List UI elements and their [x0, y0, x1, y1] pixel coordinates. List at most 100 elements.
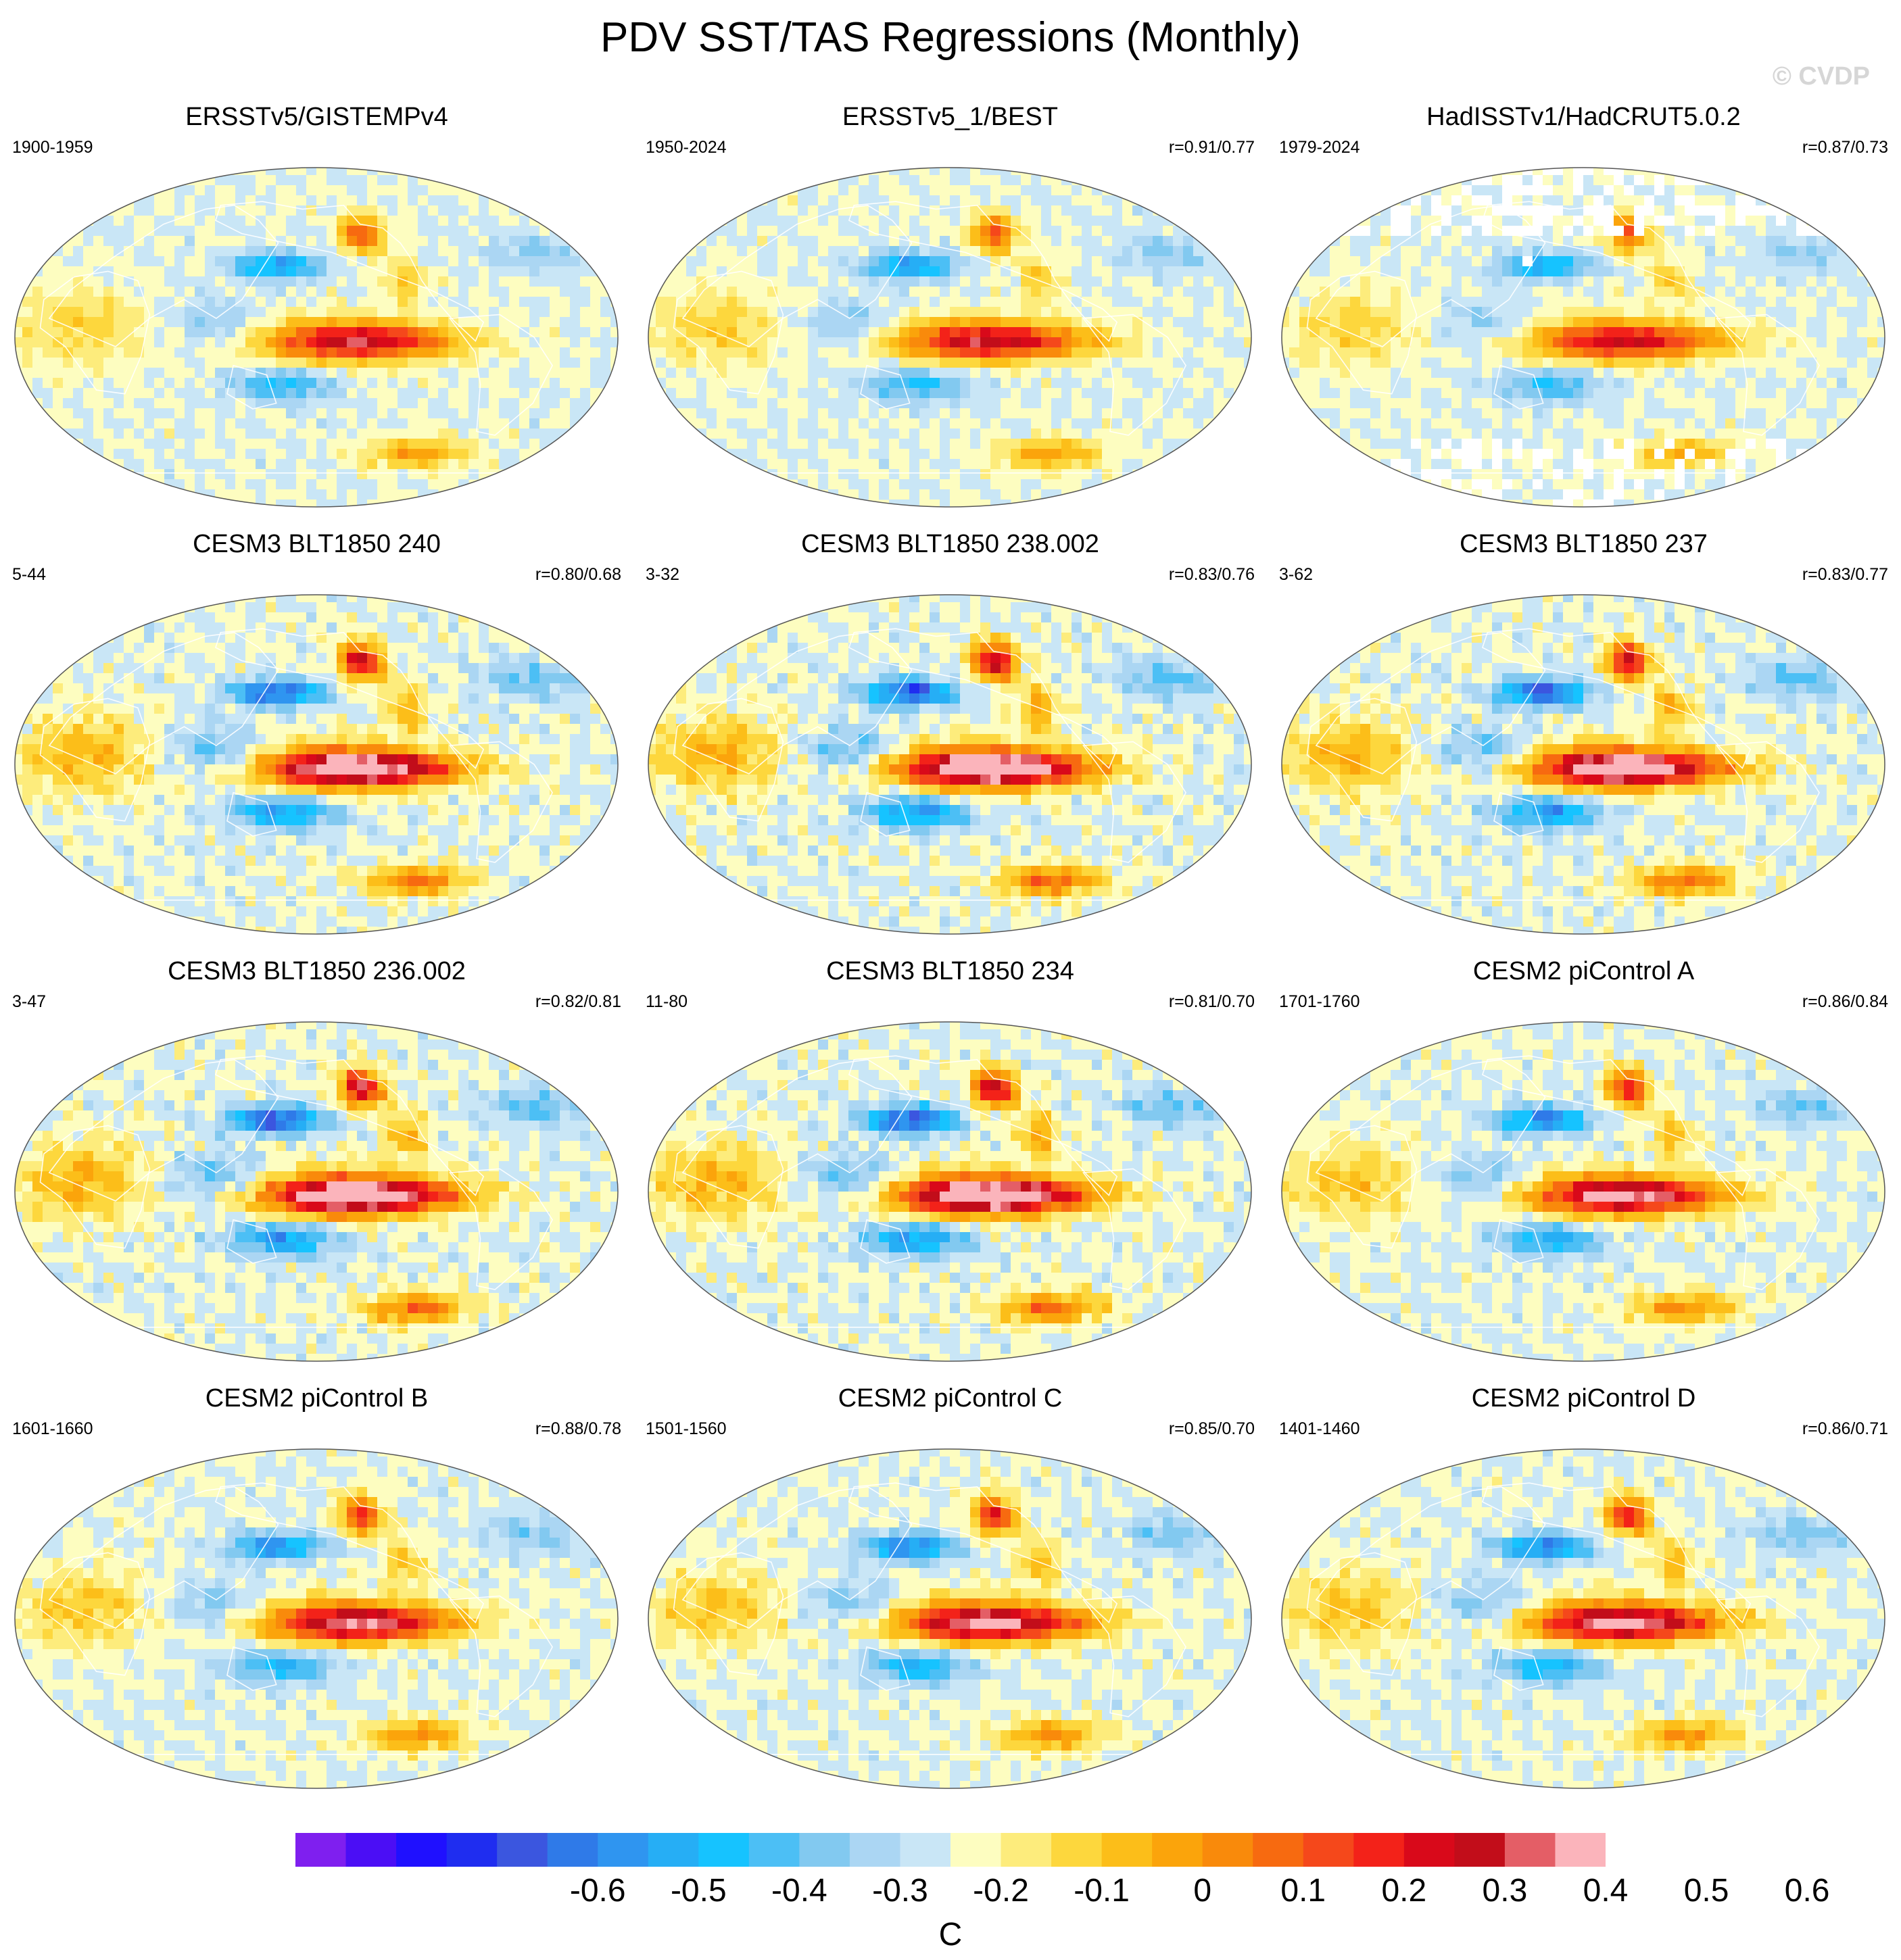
map-border	[14, 1448, 619, 1789]
regression-field	[15, 1022, 618, 1361]
panel-title: CESM3 BLT1850 237	[1460, 530, 1708, 558]
colorbar-swatch	[1001, 1833, 1052, 1867]
coastline	[1493, 791, 1544, 837]
map-panel: CESM2 piControl B 1601-1660 r=0.88/0.78	[0, 1384, 633, 1811]
colorbar-tick-label: 0.3	[1482, 1873, 1528, 1909]
coastline	[1715, 1168, 1821, 1290]
coastline	[1315, 1058, 1546, 1202]
panel-correlation: r=0.83/0.77	[1802, 565, 1888, 584]
panel-correlation: r=0.82/0.81	[535, 992, 621, 1011]
colorbar-swatch	[849, 1833, 901, 1867]
panel-title: CESM2 piControl A	[1472, 957, 1695, 985]
coastline	[681, 204, 913, 347]
cvdp-watermark: © CVDP	[1772, 62, 1870, 91]
coastline	[214, 1055, 485, 1196]
colorbar-swatch	[396, 1833, 448, 1867]
panel-correlation: r=0.86/0.71	[1802, 1419, 1888, 1438]
colorbar-swatch	[1051, 1833, 1103, 1867]
coastline	[673, 697, 784, 822]
coastline	[848, 201, 1118, 342]
panel-correlation: r=0.87/0.73	[1802, 138, 1888, 157]
colorbar-swatch	[900, 1833, 951, 1867]
colorbar-swatch	[1303, 1833, 1354, 1867]
panel-period: 3-32	[646, 565, 680, 584]
colorbar-swatch	[1202, 1833, 1253, 1867]
coastline	[1082, 1595, 1187, 1717]
coastline	[860, 791, 911, 837]
coastline	[860, 364, 911, 410]
panel-period: 3-47	[12, 992, 47, 1011]
map-plot	[1281, 1448, 1885, 1789]
map-border	[1281, 167, 1885, 508]
coastline	[848, 1055, 1118, 1196]
coastline	[1315, 1486, 1546, 1629]
colorbar-swatch	[547, 1833, 598, 1867]
figure-title: PDV SST/TAS Regressions (Monthly)	[600, 14, 1301, 61]
coastline	[1715, 314, 1821, 436]
coastline	[1306, 1552, 1418, 1676]
colorbar-tick-label: -0.1	[1074, 1873, 1130, 1909]
panel-period: 1401-1460	[1279, 1419, 1360, 1438]
coastline	[1082, 741, 1187, 863]
panel-title: CESM3 BLT1850 236.002	[168, 957, 466, 985]
colorbar-swatch	[497, 1833, 548, 1867]
panel-period: 11-80	[646, 992, 688, 1011]
colorbar-swatch	[1403, 1833, 1455, 1867]
coastline	[214, 1482, 485, 1623]
colorbar-swatch	[1152, 1833, 1203, 1867]
coastline	[673, 1125, 784, 1249]
coastline	[681, 1486, 913, 1629]
colorbar-swatch	[799, 1833, 850, 1867]
coastline	[48, 631, 279, 775]
panel-period: 1601-1660	[12, 1419, 93, 1438]
panel-correlation: r=0.83/0.76	[1168, 565, 1255, 584]
coastline	[1315, 204, 1546, 347]
map-border	[14, 594, 619, 935]
coastline	[226, 364, 277, 410]
coastline	[1493, 1219, 1544, 1264]
map-plot	[1281, 167, 1885, 508]
colorbar-tick-label: 0.6	[1784, 1873, 1830, 1909]
map-panel: CESM3 BLT1850 236.002 3-47 r=0.82/0.81	[0, 957, 633, 1384]
panel-title: HadISSTv1/HadCRUT5.0.2	[1426, 103, 1741, 131]
colorbar-tick-label: -0.2	[973, 1873, 1029, 1909]
map-plot	[648, 594, 1252, 935]
panel-title: CESM3 BLT1850 238.002	[801, 530, 1099, 558]
panel-title: CESM2 piControl C	[838, 1384, 1063, 1413]
panel-correlation: r=0.85/0.70	[1168, 1419, 1255, 1438]
coastline	[214, 201, 485, 342]
coastline	[848, 628, 1118, 769]
map-panel: CESM2 piControl A 1701-1760 r=0.86/0.84	[1267, 957, 1900, 1384]
map-plot	[648, 1448, 1252, 1789]
panel-period: 5-44	[12, 565, 47, 584]
coastline	[1306, 1125, 1418, 1249]
panel-title: CESM3 BLT1850 234	[826, 957, 1074, 985]
coastline	[1082, 314, 1187, 436]
coastline	[1481, 628, 1752, 769]
regression-field	[648, 168, 1251, 507]
colorbar-swatch	[698, 1833, 750, 1867]
coastline	[48, 1486, 279, 1629]
panel-correlation: r=0.91/0.77	[1168, 138, 1255, 157]
map-border	[648, 167, 1252, 508]
coastline	[860, 1219, 911, 1264]
map-panel: CESM3 BLT1850 237 3-62 r=0.83/0.77	[1267, 530, 1900, 957]
coastline	[226, 1219, 277, 1264]
colorbar-tick-label: 0.5	[1683, 1873, 1729, 1909]
coastline	[214, 628, 485, 769]
colorbar-swatch	[1555, 1833, 1606, 1867]
colorbar-swatch	[1353, 1833, 1405, 1867]
panel-correlation: r=0.81/0.70	[1168, 992, 1255, 1011]
map-plot	[14, 1448, 619, 1789]
map-plot	[648, 1021, 1252, 1362]
map-border	[14, 167, 619, 508]
map-border	[1281, 1021, 1885, 1362]
coastline	[48, 204, 279, 347]
colorbar-tick-label: -0.5	[670, 1873, 727, 1909]
colorbar-swatch	[598, 1833, 649, 1867]
colorbar-swatch	[295, 1833, 347, 1867]
coastline	[226, 791, 277, 837]
colorbar-unit: C	[938, 1917, 963, 1953]
regression-field	[15, 595, 618, 934]
colorbar	[295, 1833, 1606, 1867]
